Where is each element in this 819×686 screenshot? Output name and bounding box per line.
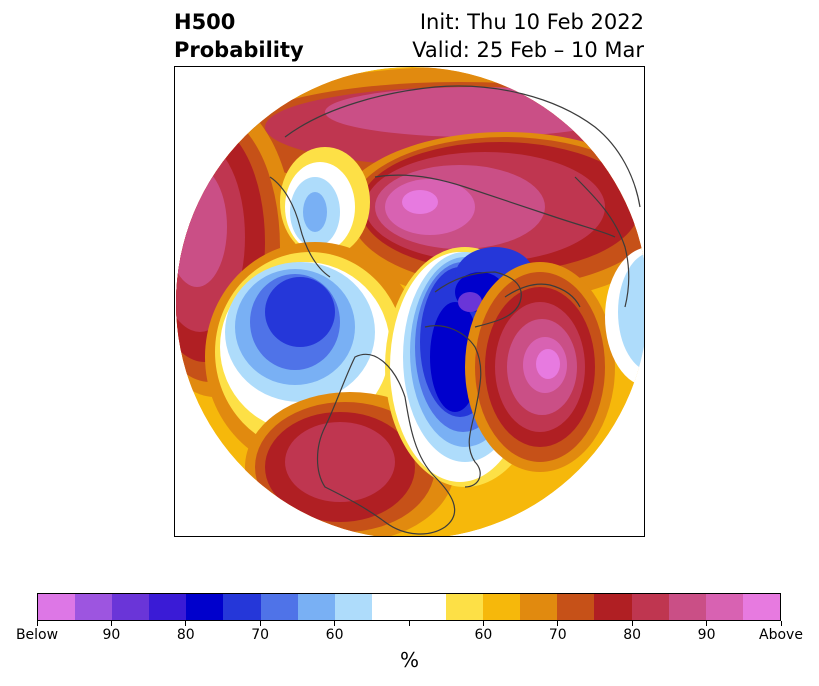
colorbar-segment <box>38 594 76 620</box>
forecast-dates: Init: Thu 10 Feb 2022 Valid: 25 Feb – 10… <box>412 8 644 64</box>
colorbar-segment <box>520 594 558 620</box>
eurasia-outline <box>284 85 641 208</box>
colorbar-segment <box>371 594 409 620</box>
colorbar-tick-label: 90 <box>697 627 716 643</box>
colorbar-segment <box>631 594 669 620</box>
title-line-2: Probability <box>174 38 304 62</box>
colorbar-tick <box>482 621 484 626</box>
colorbar-segment <box>297 594 335 620</box>
anomaly-atlantic-ridge <box>465 262 615 472</box>
colorbar-segment <box>594 594 632 620</box>
colorbar-unit-label: % <box>399 648 419 672</box>
colorbar-segment <box>557 594 595 620</box>
colorbar-segment <box>705 594 743 620</box>
colorbar-tick <box>780 621 782 626</box>
anomaly-western-us <box>245 392 455 536</box>
map-title: H500 Probability <box>174 8 304 64</box>
colorbar-segment <box>742 594 780 620</box>
colorbar-ticks: Below 90 80 70 60 60 70 80 90 Above <box>16 621 803 651</box>
colorbar-tick-label: Below <box>15 627 59 643</box>
colorbar-segment <box>446 594 484 620</box>
colorbar-segment <box>483 594 521 620</box>
colorbar-segment <box>112 594 150 620</box>
colorbar-tick-label: 60 <box>325 627 344 643</box>
colorbar-tick <box>408 621 410 626</box>
colorbar-tick <box>334 621 336 626</box>
colorbar-tick-label: Above <box>759 627 803 643</box>
colorbar-tick-label: 90 <box>102 627 121 643</box>
colorbar-tick <box>36 621 38 626</box>
colorbar-tick-label: 70 <box>548 627 567 643</box>
colorbar-segment <box>149 594 187 620</box>
colorbar-segment <box>223 594 261 620</box>
arctic-outline <box>434 271 522 328</box>
colorbar-tick-label: 80 <box>176 627 195 643</box>
greenland-outline <box>504 283 581 308</box>
probability-map <box>174 66 645 537</box>
colorbar-segment <box>668 594 706 620</box>
colorbar-tick <box>185 621 187 626</box>
colorbar-tick-label: 80 <box>623 627 642 643</box>
init-date: Init: Thu 10 Feb 2022 <box>419 10 644 34</box>
colorbar-segment <box>75 594 113 620</box>
colorbar-segment <box>334 594 372 620</box>
colorbar <box>37 593 781 621</box>
title-line-1: H500 <box>174 10 236 34</box>
probability-field <box>176 67 644 536</box>
colorbar-segment <box>408 594 447 620</box>
anomaly-eurasia <box>335 132 644 302</box>
anomaly-europe <box>605 247 644 427</box>
colorbar-tick-label: 70 <box>251 627 270 643</box>
colorbar-segment <box>260 594 298 620</box>
colorbar-tick-label: 60 <box>474 627 493 643</box>
colorbar-tick <box>259 621 261 626</box>
bering-outline <box>269 176 331 278</box>
polar-map-svg <box>176 67 644 536</box>
north-america-outline <box>316 353 456 535</box>
colorbar-segment <box>186 594 224 620</box>
colorbar-tick <box>631 621 633 626</box>
anomaly-siberia-low <box>280 147 370 257</box>
colorbar-tick <box>557 621 559 626</box>
europe-outline <box>574 176 630 308</box>
valid-range: Valid: 25 Feb – 10 Mar <box>412 38 644 62</box>
colorbar-tick <box>110 621 112 626</box>
colorbar-tick <box>706 621 708 626</box>
coastlines <box>269 85 641 535</box>
eurasia-interior-outline <box>374 174 616 238</box>
hudson-bay-outline <box>424 325 482 488</box>
